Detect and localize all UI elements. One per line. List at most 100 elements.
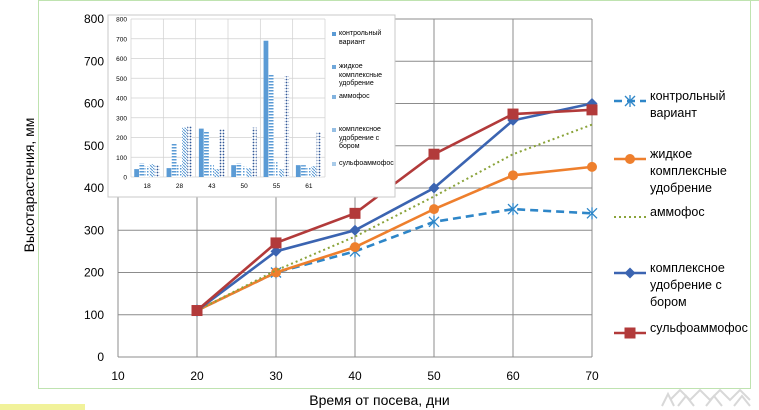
inset-bar xyxy=(144,166,150,177)
inset-legend-label: жидкое комплексные удобрение xyxy=(339,63,383,87)
legend-swatch xyxy=(614,267,646,279)
inset-bar xyxy=(311,166,317,177)
inset-legend-swatch xyxy=(332,32,336,36)
inset-bars-group xyxy=(134,40,322,177)
data-point xyxy=(508,170,518,181)
series-line xyxy=(196,102,593,312)
inset-bar xyxy=(301,165,306,177)
inset-bar xyxy=(139,163,145,177)
inset-y-tick-label: 100 xyxy=(116,155,127,162)
legend-label: контрольный вариант xyxy=(650,89,726,120)
x-tick-label: 30 xyxy=(269,369,283,383)
frame-bottom-border xyxy=(38,388,751,389)
inset-bar xyxy=(204,131,209,177)
frame-right-border xyxy=(750,0,751,388)
inset-x-tick-label: 55 xyxy=(273,183,281,190)
data-point xyxy=(429,204,439,215)
y-tick-label: 400 xyxy=(84,181,104,195)
y-axis-label-wrap: Высотарастения, мм xyxy=(21,110,38,260)
inset-y-tick-label: 200 xyxy=(116,135,127,142)
data-point xyxy=(625,154,635,164)
inset-y-tick-label: 400 xyxy=(116,96,127,103)
inset-x-tick-label: 18 xyxy=(144,183,152,190)
corner-accent-bar xyxy=(0,404,85,410)
inset-legend-label: аммофос xyxy=(339,93,370,100)
inset-grid xyxy=(130,18,326,178)
series-line xyxy=(196,123,593,312)
inset-legend-swatch xyxy=(332,128,336,132)
legend-swatch xyxy=(614,154,646,164)
inset-y-tick-label: 700 xyxy=(116,36,127,43)
data-point xyxy=(349,207,361,219)
inset-bar xyxy=(209,165,215,177)
inset-bar xyxy=(273,162,279,177)
inset-legend-label: контрольный вариант xyxy=(339,30,382,46)
inset-bar xyxy=(182,127,187,177)
y-tick-label: 300 xyxy=(84,223,104,237)
inset-x-tick-label: 50 xyxy=(241,183,249,190)
data-point xyxy=(428,215,440,228)
inset-bar xyxy=(187,125,193,177)
inset-bar xyxy=(149,164,155,177)
data-point xyxy=(587,161,597,172)
inset-bar xyxy=(316,131,322,177)
legend-label: аммофос xyxy=(650,205,705,219)
inset-bar xyxy=(231,165,237,177)
inset-bar xyxy=(284,76,290,177)
data-point xyxy=(586,207,598,220)
inset-series-3 xyxy=(149,127,317,177)
x-tick-label: 20 xyxy=(190,369,204,383)
inset-bar xyxy=(251,127,257,177)
inset-bar xyxy=(236,163,242,177)
inset-series-1 xyxy=(139,74,306,177)
inset-y-tick-label: 300 xyxy=(116,115,127,122)
y-axis-label: Высотарастения, мм xyxy=(22,118,37,253)
inset-bar xyxy=(171,143,177,177)
data-point xyxy=(428,182,440,194)
inset-y-tick-label: 800 xyxy=(116,17,127,24)
legend-swatch xyxy=(614,327,646,339)
inset-series-4 xyxy=(154,76,322,177)
inset-bar xyxy=(263,40,269,177)
data-point xyxy=(507,203,519,216)
inset-legend-label: сульфоаммофос xyxy=(339,160,394,167)
data-point xyxy=(624,95,636,107)
data-point xyxy=(349,224,361,236)
inset-y-tick-label: 0 xyxy=(123,175,127,182)
y-tick-label: 0 xyxy=(97,350,104,364)
inset-y-tick-label: 500 xyxy=(116,76,127,83)
inset-legend-label: комплексное удобрение с бором xyxy=(339,126,381,150)
data-point xyxy=(624,267,636,279)
legend-label: сульфоаммофос xyxy=(650,321,748,335)
inset-bar xyxy=(241,166,247,177)
inset-bar xyxy=(246,168,252,177)
data-point xyxy=(624,327,636,339)
data-point xyxy=(350,242,360,253)
x-tick-label: 10 xyxy=(111,369,125,383)
inset-x-tick-label: 43 xyxy=(208,183,216,190)
data-point xyxy=(507,108,519,120)
legend-swatch xyxy=(614,216,646,218)
inset-bar xyxy=(279,169,284,177)
data-point xyxy=(270,237,282,249)
legend-swatch xyxy=(614,95,646,107)
inset-bar xyxy=(219,129,225,177)
y-tick-label: 200 xyxy=(84,266,104,280)
series-line xyxy=(196,165,593,312)
inset-bar xyxy=(166,168,172,177)
x-tick-label: 60 xyxy=(506,369,520,383)
inset-bar xyxy=(154,165,160,177)
inset-legend-swatch xyxy=(332,65,336,69)
inset-bar xyxy=(295,165,301,177)
inset-bar xyxy=(268,74,274,177)
y-axis-label-svg: Высотарастения, мм xyxy=(21,118,37,253)
legend-label: комплексное удобрение с бором xyxy=(650,261,725,309)
data-point xyxy=(428,148,440,160)
y-tick-label: 100 xyxy=(84,308,104,322)
data-point xyxy=(191,305,203,317)
inset-bar xyxy=(176,165,182,177)
x-tick-label: 40 xyxy=(348,369,362,383)
